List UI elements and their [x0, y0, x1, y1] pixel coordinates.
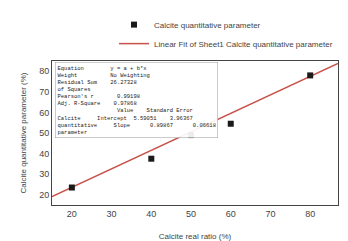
- svg-text:80: 80: [39, 66, 49, 76]
- svg-text:Equation y = a + b*xWei: Equation y = a + b*xWeight No WeightingR…: [58, 65, 216, 136]
- svg-text:Calcite real ratio (%): Calcite real ratio (%): [159, 232, 232, 241]
- svg-text:60: 60: [39, 108, 49, 118]
- svg-text:50: 50: [186, 209, 196, 219]
- svg-text:60: 60: [226, 209, 236, 219]
- svg-text:50: 50: [39, 128, 49, 138]
- svg-text:40: 40: [146, 209, 156, 219]
- svg-text:Calcite quantitative parameter: Calcite quantitative parameter (%): [19, 72, 28, 193]
- svg-text:30: 30: [39, 169, 49, 179]
- svg-text:20: 20: [67, 209, 77, 219]
- svg-text:70: 70: [265, 209, 275, 219]
- svg-text:30: 30: [107, 209, 117, 219]
- svg-text:20: 20: [39, 190, 49, 200]
- svg-text:80: 80: [305, 209, 315, 219]
- svg-text:40: 40: [39, 149, 49, 159]
- svg-text:Calcite quantitative parameter: Calcite quantitative parameter: [154, 21, 261, 30]
- svg-text:70: 70: [39, 87, 49, 97]
- svg-text:Linear Fit of Sheet1 Calcite q: Linear Fit of Sheet1 Calcite quantitativ…: [154, 40, 333, 49]
